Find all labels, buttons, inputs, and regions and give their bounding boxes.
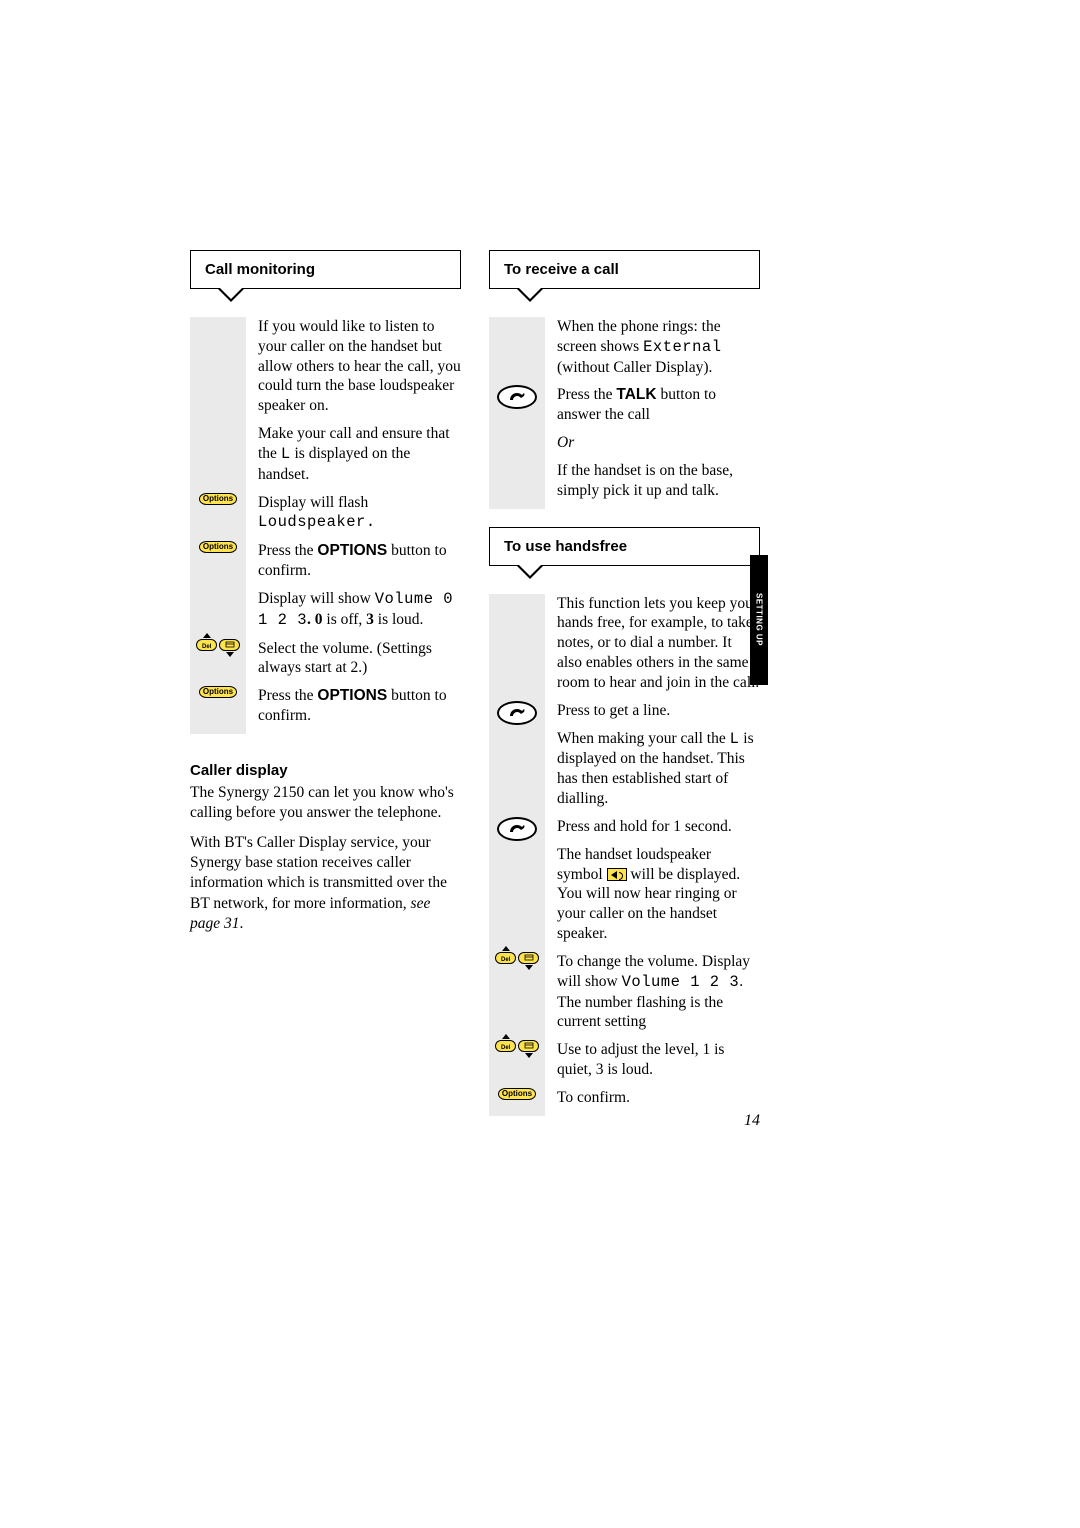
instruction-text: Press the OPTIONS button to confirm. <box>246 686 461 734</box>
instruction-row: Del Select the volume. (Settings always s… <box>190 639 461 687</box>
instruction-text: Make your call and ensure that the L is … <box>246 424 461 492</box>
options-button-icon: Options <box>199 541 237 553</box>
instruction-text: If you would like to listen to your call… <box>246 317 461 424</box>
instruction-row: If you would like to listen to your call… <box>190 317 461 424</box>
caller-display-p2: With BT's Caller Display service, your S… <box>190 833 461 934</box>
icon-strip <box>489 845 545 952</box>
instruction-text: Press and hold for 1 second. <box>545 817 760 845</box>
nav-buttons-icon: Del <box>196 639 240 651</box>
receive-call-steps: When the phone rings: the screen shows E… <box>489 317 760 509</box>
instruction-row: When making your call the L is displayed… <box>489 729 760 817</box>
icon-strip <box>489 385 545 433</box>
heading-caller-display: Caller display <box>190 762 461 779</box>
left-column: Call monitoring If you would like to lis… <box>190 250 461 1116</box>
instruction-text: Press the TALK button to answer the call <box>545 385 760 433</box>
callout-call-monitoring: Call monitoring <box>190 250 461 289</box>
instruction-row: Display will show Volume 0 1 2 3. 0 is o… <box>190 589 461 639</box>
instruction-row: Options To confirm. <box>489 1088 760 1116</box>
instruction-text: The handset loudspeaker symbol will be d… <box>545 845 760 952</box>
instruction-row: Press and hold for 1 second. <box>489 817 760 845</box>
right-column: To receive a call When the phone rings: … <box>489 250 760 1116</box>
icon-strip <box>190 317 246 424</box>
caller-display-p1: The Synergy 2150 can let you know who's … <box>190 783 461 823</box>
instruction-row: The handset loudspeaker symbol will be d… <box>489 845 760 952</box>
nav-buttons-icon: Del <box>495 952 539 964</box>
icon-strip: Options <box>489 1088 545 1116</box>
icon-strip <box>489 701 545 729</box>
icon-strip <box>489 461 545 509</box>
side-tab-label: SETTING UP <box>755 593 764 646</box>
instruction-row: When the phone rings: the screen shows E… <box>489 317 760 385</box>
icon-strip <box>489 817 545 845</box>
icon-strip <box>489 729 545 817</box>
instruction-text: When making your call the L is displayed… <box>545 729 760 817</box>
page-number: 14 <box>744 1112 760 1130</box>
options-button-icon: Options <box>199 493 237 505</box>
two-column-layout: Call monitoring If you would like to lis… <box>190 250 760 1116</box>
svg-text:Del: Del <box>501 1045 511 1050</box>
instruction-text: Display will show Volume 0 1 2 3. 0 is o… <box>246 589 461 639</box>
instruction-row: This function lets you keep your hands f… <box>489 594 760 701</box>
instruction-text: Press the OPTIONS button to confirm. <box>246 541 461 589</box>
icon-strip <box>489 594 545 701</box>
instruction-text: If the handset is on the base, simply pi… <box>545 461 760 509</box>
talk-button-icon <box>497 817 537 841</box>
side-tab-setting-up: SETTING UP <box>750 555 768 685</box>
instruction-text: When the phone rings: the screen shows E… <box>545 317 760 385</box>
callout-handsfree: To use handsfree <box>489 527 760 566</box>
talk-button-icon <box>497 701 537 725</box>
talk-button-icon <box>497 385 537 409</box>
call-monitoring-steps: If you would like to listen to your call… <box>190 317 461 734</box>
instruction-row: Press the TALK button to answer the call <box>489 385 760 433</box>
callout-receive-call: To receive a call <box>489 250 760 289</box>
page-content: Call monitoring If you would like to lis… <box>190 250 760 1116</box>
instruction-row: Options Press the OPTIONS button to confi… <box>190 541 461 589</box>
instruction-text: Use to adjust the level, 1 is quiet, 3 i… <box>545 1040 760 1088</box>
instruction-row: Del Use to adjust the level, 1 is quiet, … <box>489 1040 760 1088</box>
icon-strip: Options <box>190 541 246 589</box>
instruction-text: To change the volume. Display will show … <box>545 952 760 1040</box>
options-button-icon: Options <box>498 1088 536 1100</box>
instruction-row: Press to get a line. <box>489 701 760 729</box>
svg-text:Del: Del <box>501 957 511 962</box>
instruction-row: Make your call and ensure that the L is … <box>190 424 461 492</box>
icon-strip: Options <box>190 493 246 542</box>
instruction-row: Options Display will flash Loudspeaker. <box>190 493 461 542</box>
icon-strip <box>190 589 246 639</box>
icon-strip <box>190 424 246 492</box>
instruction-text: To confirm. <box>545 1088 760 1116</box>
instruction-text: Or <box>545 433 760 461</box>
nav-buttons-icon: Del <box>495 1040 539 1052</box>
instruction-row: Or <box>489 433 760 461</box>
instruction-text: This function lets you keep your hands f… <box>545 594 760 701</box>
icon-strip: Del <box>489 952 545 1040</box>
icon-strip: Del <box>190 639 246 687</box>
instruction-row: Del To change the volume. Display will sh… <box>489 952 760 1040</box>
svg-text:Del: Del <box>202 644 212 649</box>
instruction-text: Press to get a line. <box>545 701 760 729</box>
instruction-row: If the handset is on the base, simply pi… <box>489 461 760 509</box>
icon-strip: Del <box>489 1040 545 1088</box>
options-button-icon: Options <box>199 686 237 698</box>
instruction-row: Options Press the OPTIONS button to confi… <box>190 686 461 734</box>
icon-strip: Options <box>190 686 246 734</box>
icon-strip <box>489 433 545 461</box>
handsfree-steps: This function lets you keep your hands f… <box>489 594 760 1116</box>
icon-strip <box>489 317 545 385</box>
instruction-text: Select the volume. (Settings always star… <box>246 639 461 687</box>
instruction-text: Display will flash Loudspeaker. <box>246 493 461 542</box>
